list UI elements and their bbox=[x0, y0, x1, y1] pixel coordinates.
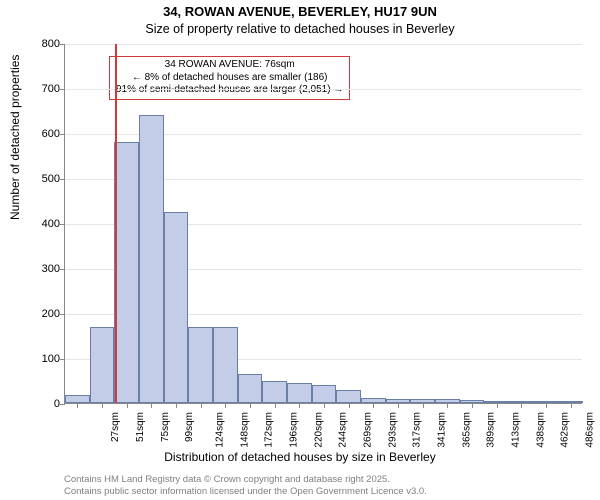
chart-title: 34, ROWAN AVENUE, BEVERLEY, HU17 9UN bbox=[0, 4, 600, 19]
ytick-label: 800 bbox=[20, 38, 60, 50]
xtick-mark bbox=[127, 403, 128, 408]
ytick-label: 700 bbox=[20, 83, 60, 95]
bar bbox=[213, 327, 238, 404]
ytick-label: 100 bbox=[20, 353, 60, 365]
footer-attribution: Contains HM Land Registry data © Crown c… bbox=[64, 474, 427, 498]
bar bbox=[238, 374, 263, 403]
xtick-label: 244sqm bbox=[338, 412, 349, 448]
xtick-label: 99sqm bbox=[184, 412, 195, 442]
xtick-mark bbox=[225, 403, 226, 408]
ytick-label: 300 bbox=[20, 263, 60, 275]
xtick-mark bbox=[349, 403, 350, 408]
bar bbox=[139, 115, 164, 403]
bar bbox=[312, 385, 337, 403]
xtick-label: 413sqm bbox=[511, 412, 522, 448]
xtick-mark bbox=[497, 403, 498, 408]
ytick-mark bbox=[60, 359, 65, 360]
footer-line-2: Contains public sector information licen… bbox=[64, 486, 427, 498]
gridline bbox=[65, 89, 582, 90]
xtick-mark bbox=[571, 403, 572, 408]
bar bbox=[90, 327, 115, 404]
xtick-mark bbox=[77, 403, 78, 408]
ytick-label: 0 bbox=[20, 398, 60, 410]
x-axis-label: Distribution of detached houses by size … bbox=[0, 450, 600, 464]
footer-line-1: Contains HM Land Registry data © Crown c… bbox=[64, 474, 427, 486]
plot-area: 34 ROWAN AVENUE: 76sqm ← 8% of detached … bbox=[64, 44, 582, 404]
xtick-label: 438sqm bbox=[535, 412, 546, 448]
xtick-mark bbox=[299, 403, 300, 408]
xtick-mark bbox=[250, 403, 251, 408]
annotation-line-3: 91% of semi-detached houses are larger (… bbox=[116, 84, 343, 97]
xtick-mark bbox=[521, 403, 522, 408]
bar bbox=[188, 327, 213, 404]
xtick-label: 293sqm bbox=[387, 412, 398, 448]
xtick-mark bbox=[151, 403, 152, 408]
xtick-label: 51sqm bbox=[135, 412, 146, 442]
xtick-label: 172sqm bbox=[264, 412, 275, 448]
xtick-mark bbox=[275, 403, 276, 408]
annotation-line-1: 34 ROWAN AVENUE: 76sqm bbox=[116, 59, 343, 72]
xtick-mark bbox=[324, 403, 325, 408]
xtick-label: 486sqm bbox=[585, 412, 596, 448]
xtick-mark bbox=[176, 403, 177, 408]
annotation-callout: 34 ROWAN AVENUE: 76sqm ← 8% of detached … bbox=[109, 56, 350, 100]
reference-line bbox=[115, 44, 117, 403]
xtick-label: 124sqm bbox=[215, 412, 226, 448]
xtick-mark bbox=[102, 403, 103, 408]
xtick-label: 317sqm bbox=[412, 412, 423, 448]
bar bbox=[114, 142, 139, 403]
xtick-mark bbox=[373, 403, 374, 408]
xtick-mark bbox=[546, 403, 547, 408]
bar bbox=[164, 212, 189, 403]
xtick-label: 75sqm bbox=[160, 412, 171, 442]
bar bbox=[262, 381, 287, 404]
xtick-label: 27sqm bbox=[110, 412, 121, 442]
ytick-label: 600 bbox=[20, 128, 60, 140]
ytick-label: 400 bbox=[20, 218, 60, 230]
xtick-label: 269sqm bbox=[363, 412, 374, 448]
annotation-line-2: ← 8% of detached houses are smaller (186… bbox=[116, 72, 343, 85]
bar bbox=[65, 395, 90, 403]
ytick-mark bbox=[60, 179, 65, 180]
xtick-label: 389sqm bbox=[486, 412, 497, 448]
chart-subtitle: Size of property relative to detached ho… bbox=[0, 22, 600, 36]
xtick-label: 148sqm bbox=[239, 412, 250, 448]
bar bbox=[287, 383, 312, 403]
ytick-mark bbox=[60, 269, 65, 270]
bar bbox=[336, 390, 361, 404]
xtick-label: 462sqm bbox=[560, 412, 571, 448]
chart-container: 34, ROWAN AVENUE, BEVERLEY, HU17 9UN Siz… bbox=[0, 0, 600, 500]
ytick-mark bbox=[60, 89, 65, 90]
xtick-label: 196sqm bbox=[289, 412, 300, 448]
ytick-mark bbox=[60, 134, 65, 135]
ytick-mark bbox=[60, 224, 65, 225]
xtick-mark bbox=[201, 403, 202, 408]
ytick-mark bbox=[60, 44, 65, 45]
xtick-label: 220sqm bbox=[313, 412, 324, 448]
ytick-mark bbox=[60, 314, 65, 315]
xtick-mark bbox=[472, 403, 473, 408]
gridline bbox=[65, 44, 582, 45]
xtick-mark bbox=[423, 403, 424, 408]
xtick-mark bbox=[398, 403, 399, 408]
ytick-label: 200 bbox=[20, 308, 60, 320]
ytick-mark bbox=[60, 404, 65, 405]
xtick-label: 365sqm bbox=[461, 412, 472, 448]
xtick-mark bbox=[447, 403, 448, 408]
ytick-label: 500 bbox=[20, 173, 60, 185]
xtick-label: 341sqm bbox=[437, 412, 448, 448]
